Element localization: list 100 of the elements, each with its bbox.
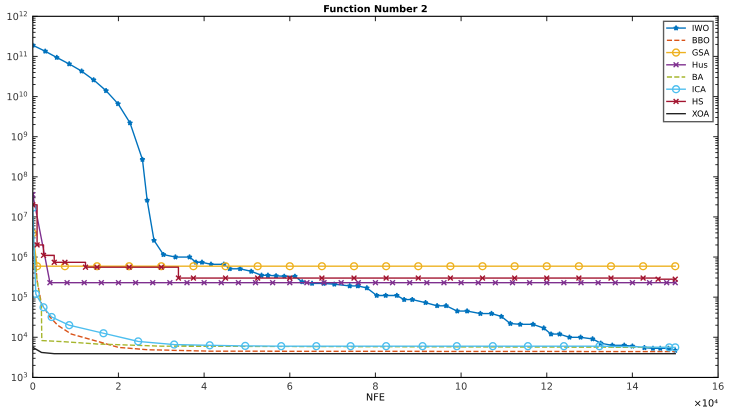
point [318,262,326,270]
legend-label: GSA [692,49,710,56]
point [98,280,104,286]
point [206,341,214,350]
point [346,342,355,350]
point [254,274,261,282]
y-tick-label: 10$^{5}$ [12,292,28,301]
point [671,262,680,270]
point [382,342,390,350]
x-tick-label: 16 [712,382,724,390]
y-tick-label: 10$^{6}$ [12,252,28,261]
point [612,280,618,286]
point [65,321,74,330]
point [640,274,646,282]
point [304,280,310,286]
x-tick-label: 12 [542,382,552,390]
point [418,342,427,350]
point [166,280,173,286]
point [241,342,250,350]
point [574,262,584,270]
point [576,274,582,282]
x-tick-label: 2 [116,382,121,390]
point [488,342,497,350]
point [218,280,224,286]
point [32,290,40,298]
point [415,274,422,282]
point [270,280,276,286]
point [115,280,122,286]
point [175,274,182,282]
y-tick-label: 10$^{8}$ [12,172,28,181]
point [253,262,262,270]
point [221,262,230,270]
legend-label: BA [692,74,704,80]
point [475,280,482,286]
point [406,280,413,286]
point [638,262,648,270]
y-tick-label: 10$^{9}$ [12,132,28,140]
point [34,242,40,248]
point [46,280,54,286]
point [424,280,430,286]
point [672,280,678,286]
y-tick-label: 10$^{10}$ [8,91,28,100]
point [646,280,653,286]
point [595,342,604,350]
point [252,280,259,286]
point [338,280,344,286]
point [134,337,142,346]
legend-label: ICA [692,86,706,92]
point [40,252,47,259]
point [62,259,68,266]
point [350,274,358,282]
text: ×10⁴ [694,399,718,407]
point [479,274,486,282]
x-tick-label: 10 [456,382,467,390]
point [277,342,286,350]
point [510,262,519,270]
point [383,274,390,282]
x-axis-title: NFE [366,393,384,400]
point [542,262,551,270]
point [82,264,89,270]
point [60,262,70,270]
point [629,280,636,286]
legend-label: XOA [692,110,710,117]
point [81,280,88,286]
point [447,274,454,282]
point [355,280,362,286]
legend-label: Hus [692,62,708,68]
point [606,262,616,270]
legend-label: HS [692,98,703,104]
point [452,342,461,350]
legend-label: IWO [692,24,709,32]
point [189,262,198,270]
point [99,329,108,338]
point [382,262,390,270]
point [64,280,70,286]
point [544,280,550,286]
y-tick-label: 10$^{3}$ [12,372,28,382]
point [478,262,487,270]
point [526,280,533,286]
point [312,342,320,350]
point [200,280,208,286]
point [350,262,358,270]
point [458,280,464,286]
point [286,274,293,282]
point [372,280,379,286]
y-tick-label: 10$^{7}$ [12,212,28,221]
legend-label: BBO [692,37,710,44]
point [492,280,498,286]
point [132,280,139,286]
y-tick-label: 10$^{4}$ [12,332,28,342]
point [578,280,584,286]
point [190,274,197,282]
point [671,343,680,352]
point [608,274,614,282]
point [32,262,42,270]
point [595,280,602,286]
point [544,274,550,282]
point [446,262,455,270]
point [184,280,190,286]
point [560,280,568,286]
